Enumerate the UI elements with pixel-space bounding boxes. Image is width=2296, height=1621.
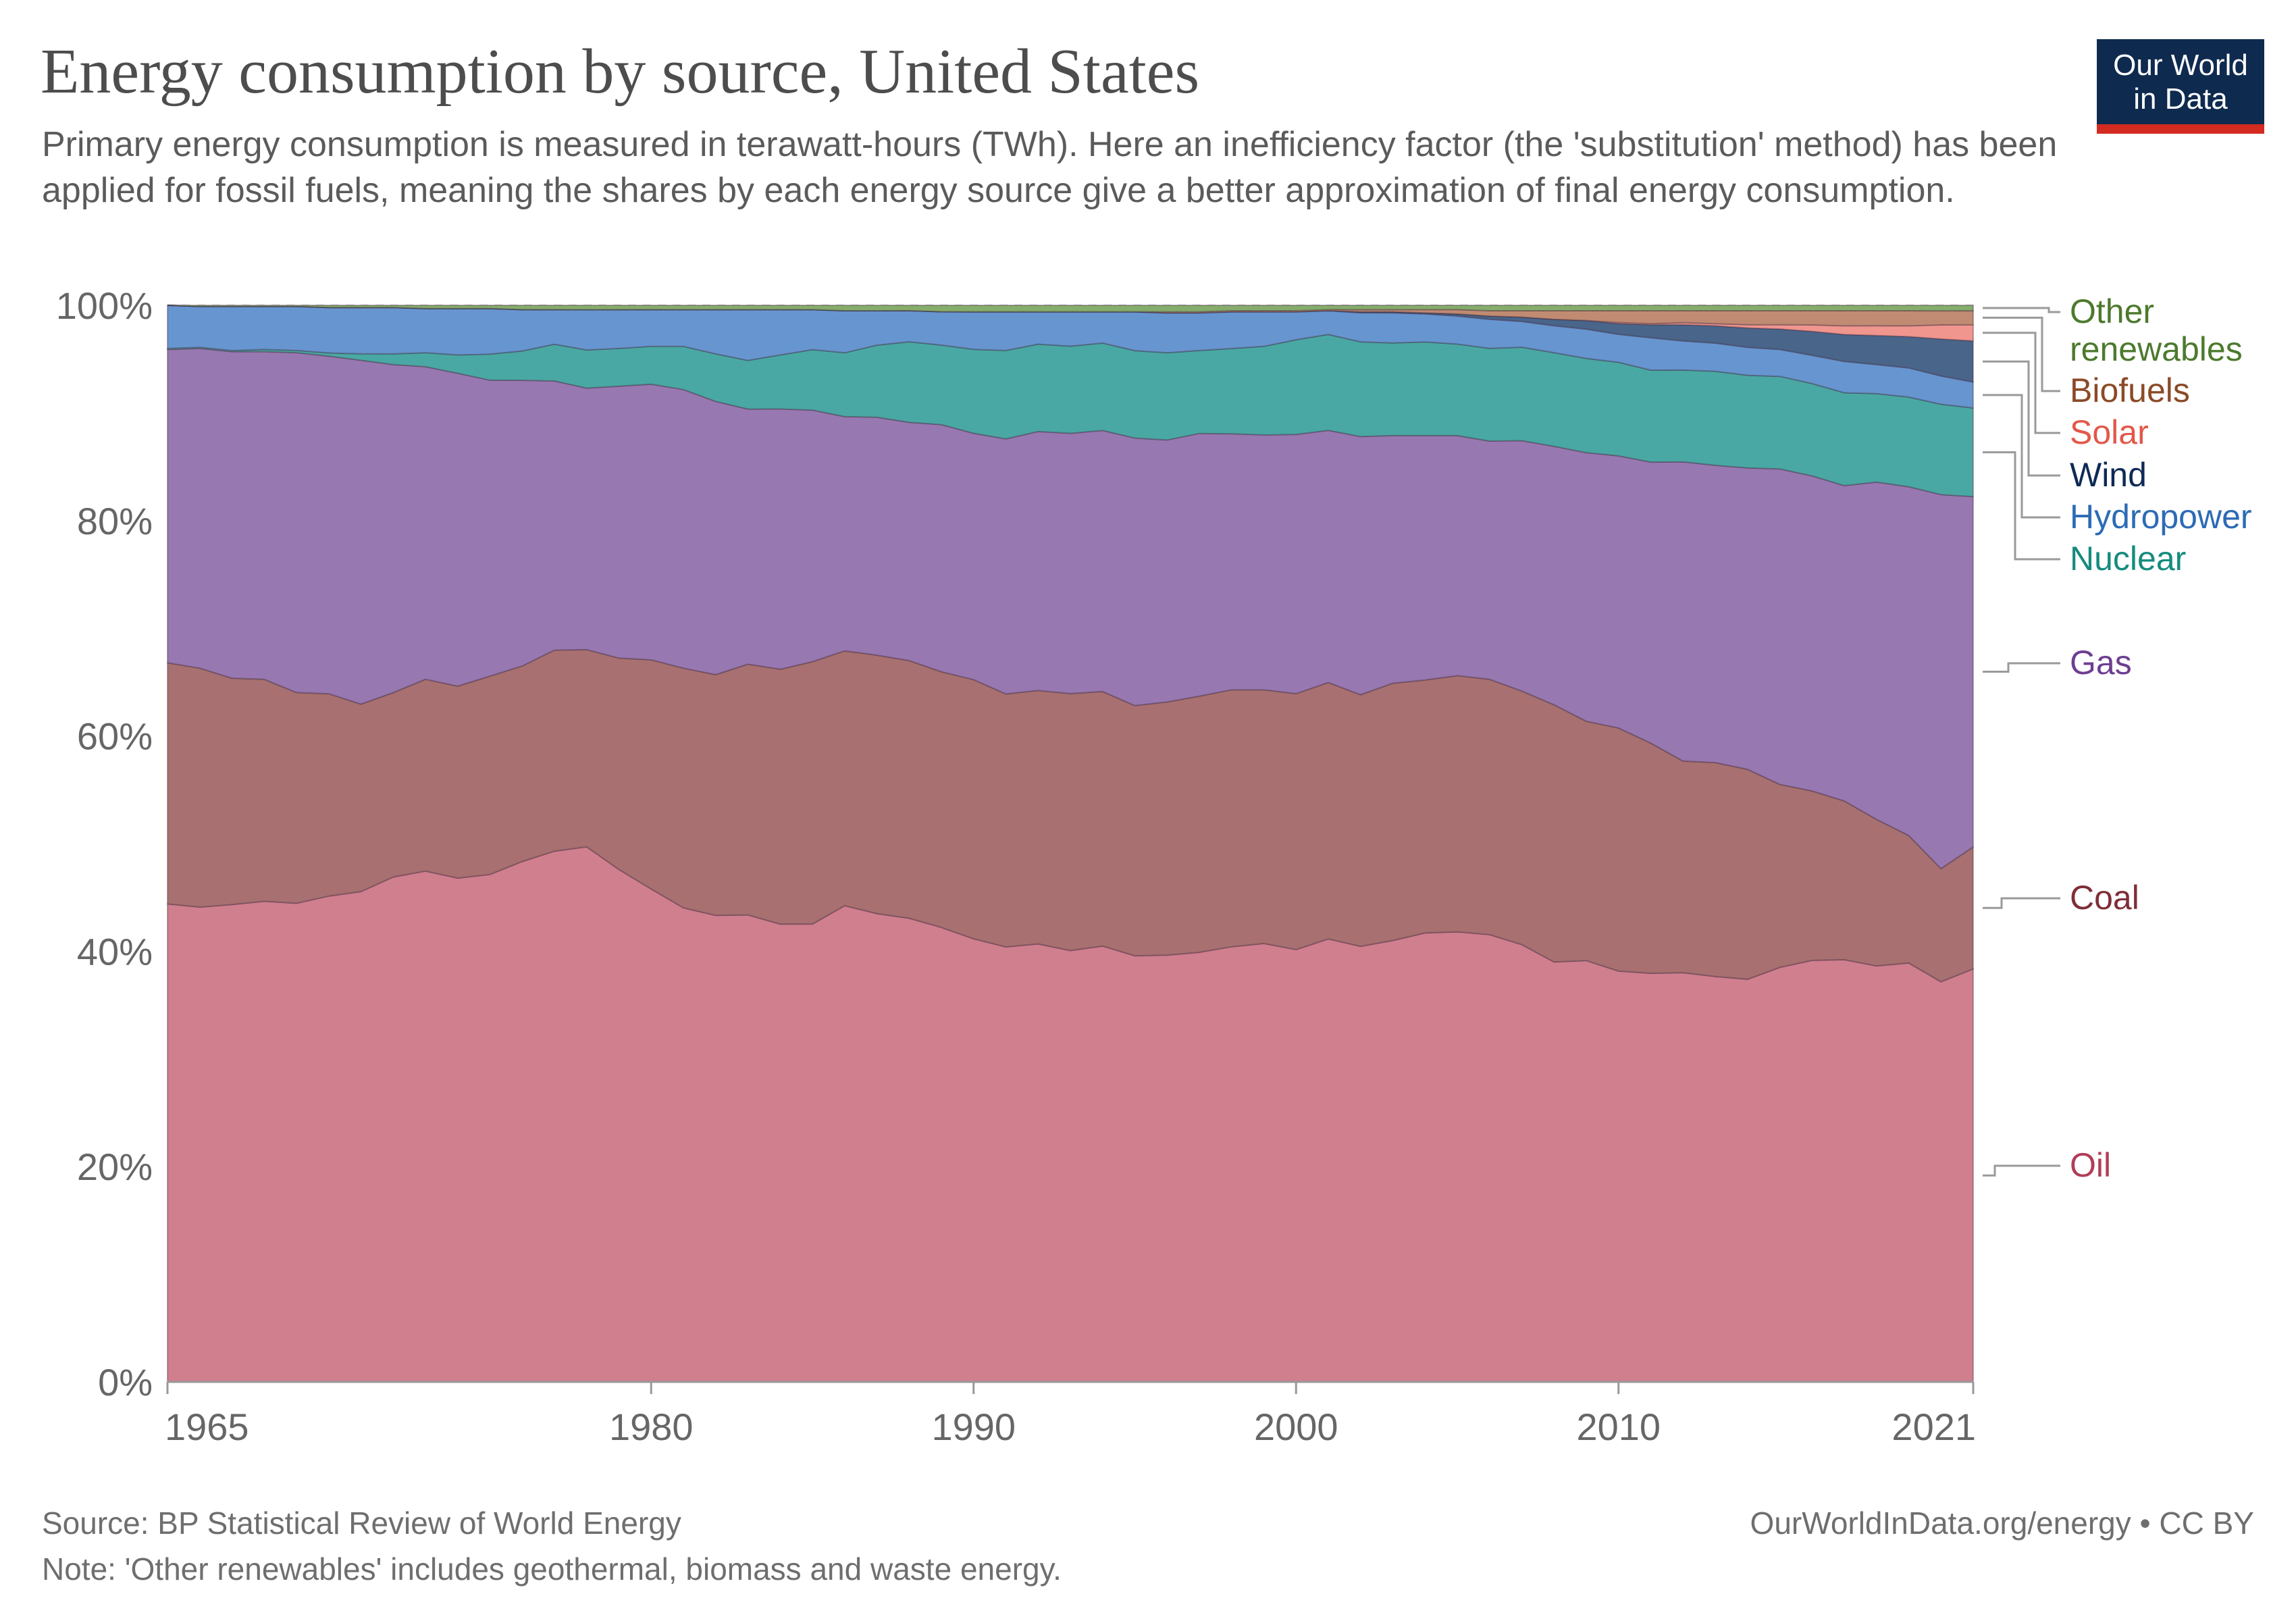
x-tick-label: 1990 (931, 1406, 1016, 1448)
legend-connector (1983, 662, 2060, 673)
legend-label[interactable]: Gas (2070, 644, 2132, 681)
note-text: Note: 'Other renewables' includes geothe… (42, 1551, 1062, 1587)
y-tick-label: 100% (56, 284, 153, 327)
chart-subtitle: Primary energy consumption is measured i… (42, 125, 2058, 210)
owid-logo[interactable]: Our World in Data (2097, 39, 2264, 134)
legend-connector (1983, 451, 2060, 561)
legend-label[interactable]: Nuclear (2070, 540, 2186, 577)
area-other-renewables[interactable] (167, 305, 1974, 313)
legend-connector (1983, 394, 2060, 519)
y-tick-label: 80% (77, 500, 153, 542)
logo-line-1: Our World (2113, 49, 2248, 82)
x-tick-label: 2000 (1254, 1406, 1338, 1448)
legend-label[interactable]: renewables (2070, 330, 2243, 368)
legend-connector (1983, 332, 2060, 434)
logo-line-2: in Data (2133, 82, 2228, 115)
license-link[interactable]: OurWorldInData.org/energy • CC BY (1750, 1506, 2254, 1541)
legend-label[interactable]: Other (2070, 292, 2154, 330)
x-tick-label: 1965 (165, 1406, 249, 1448)
x-tick-label: 1980 (609, 1406, 694, 1448)
legend-label[interactable]: Coal (2070, 879, 2139, 917)
legend-label[interactable]: Solar (2070, 413, 2149, 451)
area-layers (167, 304, 1974, 1383)
x-tick-label: 2021 (1891, 1406, 1976, 1448)
source-text: Source: BP Statistical Review of World E… (42, 1506, 681, 1541)
legend-connector (1983, 897, 2060, 909)
legend-label[interactable]: Hydropower (2070, 498, 2252, 536)
y-tick-label: 40% (77, 930, 153, 973)
chart-title: Energy consumption by source, United Sta… (41, 36, 1200, 107)
legend-connector (1983, 360, 2060, 477)
legend-connector (1983, 1164, 2060, 1177)
y-tick-label: 20% (77, 1146, 153, 1188)
legend: Oil Coal Gas Nuclear Hydropower Wind Solar Biof… (1983, 292, 2252, 1184)
axes: 0% 20% 40% 60% 80% 100% 1965 1980 1990 2000 2010 20… (56, 284, 1976, 1448)
legend-label[interactable]: Oil (2070, 1146, 2111, 1184)
y-tick-label: 0% (98, 1361, 153, 1404)
legend-label[interactable]: Biofuels (2070, 371, 2190, 409)
y-tick-label: 60% (77, 715, 153, 758)
legend-label[interactable]: Wind (2070, 456, 2147, 494)
legend-connector (1983, 307, 2060, 313)
legend-connector (1983, 316, 2060, 392)
x-tick-label: 2010 (1576, 1406, 1661, 1448)
